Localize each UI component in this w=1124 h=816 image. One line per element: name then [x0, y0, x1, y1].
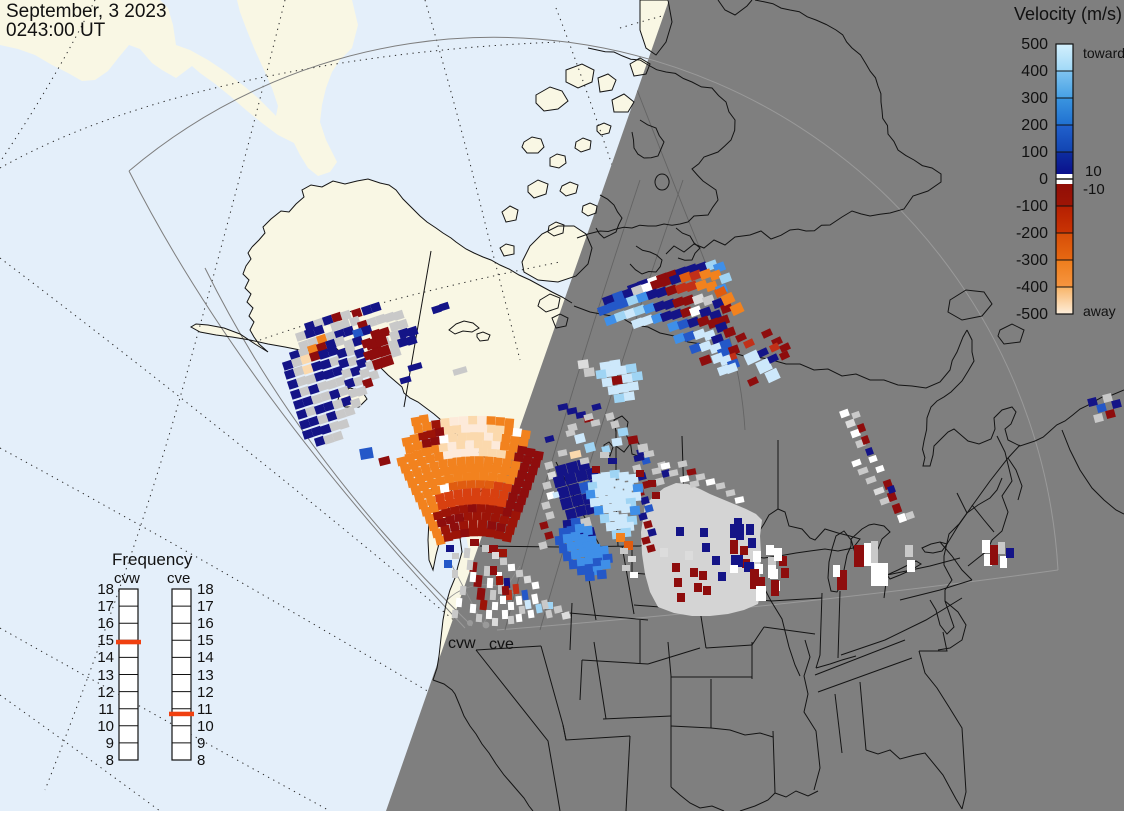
- svg-text:September, 3 2023: September, 3 2023: [6, 1, 167, 22]
- svg-text:-100: -100: [1016, 198, 1048, 215]
- svg-text:9: 9: [197, 735, 205, 752]
- svg-text:-10: -10: [1083, 181, 1105, 198]
- svg-text:0243:00 UT: 0243:00 UT: [6, 20, 106, 41]
- svg-text:13: 13: [197, 667, 214, 684]
- svg-text:100: 100: [1021, 144, 1048, 161]
- svg-text:cve: cve: [489, 636, 514, 653]
- svg-text:12: 12: [97, 684, 114, 701]
- svg-text:8: 8: [106, 752, 114, 769]
- svg-text:14: 14: [197, 649, 214, 666]
- svg-text:18: 18: [97, 581, 114, 598]
- svg-text:16: 16: [97, 615, 114, 632]
- svg-text:14: 14: [97, 649, 114, 666]
- svg-text:10: 10: [1085, 163, 1102, 180]
- svg-text:400: 400: [1021, 63, 1048, 80]
- svg-text:cvw: cvw: [114, 570, 140, 587]
- svg-text:12: 12: [197, 684, 214, 701]
- svg-text:cvw: cvw: [448, 635, 476, 652]
- svg-text:Frequency: Frequency: [112, 550, 193, 569]
- svg-text:500: 500: [1021, 36, 1048, 53]
- svg-text:away: away: [1083, 303, 1116, 319]
- svg-text:9: 9: [106, 735, 114, 752]
- svg-text:10: 10: [197, 718, 214, 735]
- svg-text:-400: -400: [1016, 279, 1048, 296]
- svg-text:16: 16: [197, 615, 214, 632]
- svg-text:Velocity (m/s): Velocity (m/s): [1014, 4, 1122, 24]
- svg-text:15: 15: [97, 632, 114, 649]
- svg-text:-500: -500: [1016, 306, 1048, 323]
- svg-text:10: 10: [97, 718, 114, 735]
- svg-text:-200: -200: [1016, 225, 1048, 242]
- svg-text:11: 11: [197, 701, 213, 718]
- svg-text:13: 13: [97, 667, 114, 684]
- svg-text:200: 200: [1021, 117, 1048, 134]
- svg-text:cve: cve: [167, 570, 190, 587]
- svg-text:18: 18: [197, 581, 214, 598]
- svg-text:17: 17: [197, 598, 214, 615]
- svg-text:toward: toward: [1083, 45, 1124, 61]
- svg-text:0: 0: [1039, 171, 1048, 188]
- svg-text:8: 8: [197, 752, 205, 769]
- svg-text:17: 17: [97, 598, 114, 615]
- svg-text:11: 11: [98, 701, 114, 718]
- svg-text:-300: -300: [1016, 252, 1048, 269]
- svg-text:300: 300: [1021, 90, 1048, 107]
- svg-text:15: 15: [197, 632, 214, 649]
